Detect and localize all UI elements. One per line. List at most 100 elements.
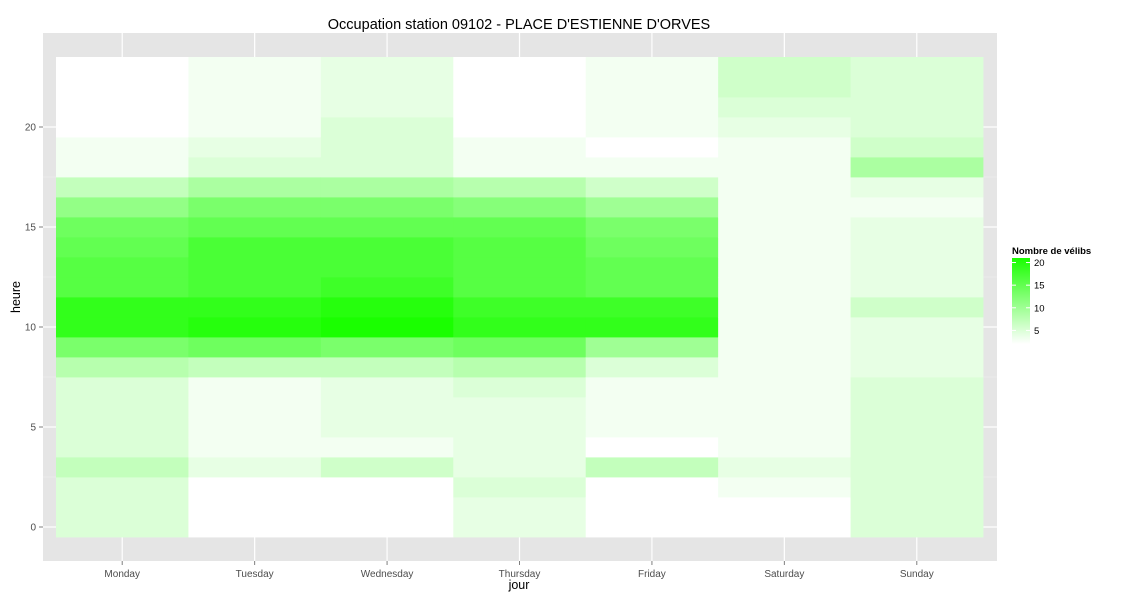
heatmap-cell bbox=[56, 77, 189, 98]
heatmap-cell bbox=[188, 457, 322, 478]
heatmap-cell bbox=[188, 237, 322, 258]
heatmap-cell bbox=[585, 437, 719, 458]
heatmap-cell bbox=[718, 197, 851, 218]
heatmap-cell bbox=[56, 117, 189, 138]
heatmap-cell bbox=[850, 297, 984, 318]
heatmap-cell bbox=[453, 177, 587, 198]
heatmap-cell bbox=[188, 257, 322, 278]
heatmap-cell bbox=[585, 157, 719, 178]
heatmap-cell bbox=[453, 397, 587, 418]
heatmap-cell bbox=[453, 497, 587, 518]
heatmap-cell bbox=[718, 177, 851, 198]
heatmap-cell bbox=[718, 117, 851, 138]
heatmap-cell bbox=[188, 117, 322, 138]
heatmap-cell bbox=[850, 317, 984, 338]
legend-colorbar bbox=[1012, 258, 1030, 344]
heatmap-cell bbox=[585, 337, 719, 358]
heatmap-cell bbox=[850, 237, 984, 258]
y-tick-label: 15 bbox=[25, 223, 37, 234]
legend-break-label: 15 bbox=[1034, 281, 1045, 292]
heatmap-cell bbox=[320, 457, 454, 478]
heatmap-cell bbox=[56, 437, 189, 458]
heatmap-cell bbox=[188, 397, 322, 418]
heatmap-cell bbox=[850, 457, 984, 478]
heatmap-cell bbox=[320, 437, 454, 458]
heatmap-cell bbox=[718, 337, 851, 358]
heatmap-cell bbox=[850, 257, 984, 278]
heatmap-cell bbox=[188, 437, 322, 458]
x-tick-label: Monday bbox=[104, 569, 140, 580]
heatmap-cell bbox=[850, 197, 984, 218]
heatmap-cell bbox=[320, 137, 454, 158]
heatmap-cell bbox=[56, 497, 189, 518]
y-tick-label: 0 bbox=[30, 523, 36, 534]
heatmap-cell bbox=[320, 357, 454, 378]
heatmap-cell bbox=[850, 137, 984, 158]
heatmap-cell bbox=[850, 437, 984, 458]
heatmap-cell bbox=[56, 57, 189, 78]
heatmap-cell bbox=[320, 337, 454, 358]
heatmap-cell bbox=[320, 177, 454, 198]
heatmap-cell bbox=[56, 277, 189, 298]
heatmap-cell bbox=[585, 237, 719, 258]
heatmap-cell bbox=[453, 437, 587, 458]
legend-break-label: 5 bbox=[1034, 326, 1039, 337]
heatmap-cell bbox=[320, 477, 454, 498]
heatmap-cell bbox=[850, 217, 984, 238]
heatmap-cell bbox=[320, 57, 454, 78]
heatmap-cell bbox=[453, 137, 587, 158]
heatmap-cell bbox=[585, 217, 719, 238]
heatmap-cell bbox=[718, 77, 851, 98]
heatmap-cell bbox=[56, 397, 189, 418]
heatmap-cell bbox=[320, 117, 454, 138]
heatmap-cell bbox=[850, 517, 984, 538]
heatmap-cell bbox=[188, 477, 322, 498]
heatmap-cell bbox=[453, 77, 587, 98]
heatmap-cell bbox=[56, 297, 189, 318]
heatmap-cell bbox=[320, 397, 454, 418]
heatmap-cell bbox=[850, 97, 984, 118]
heatmap-cell bbox=[188, 317, 322, 338]
heatmap-cell bbox=[585, 297, 719, 318]
heatmap-cell bbox=[56, 197, 189, 218]
heatmap-cell bbox=[585, 277, 719, 298]
heatmap-cell bbox=[453, 57, 587, 78]
heatmap-cell bbox=[188, 197, 322, 218]
heatmap-cell bbox=[718, 217, 851, 238]
heatmap-cell bbox=[320, 377, 454, 398]
heatmap-cell bbox=[188, 97, 322, 118]
heatmap-cell bbox=[320, 77, 454, 98]
heatmap-cell bbox=[56, 137, 189, 158]
heatmap-cell bbox=[320, 197, 454, 218]
heatmap-cell bbox=[718, 277, 851, 298]
heatmap-cell bbox=[850, 77, 984, 98]
heatmap-cell bbox=[188, 497, 322, 518]
heatmap-cell bbox=[188, 277, 322, 298]
heatmap-cell bbox=[188, 57, 322, 78]
heatmap-cell bbox=[453, 357, 587, 378]
heatmap-cell bbox=[718, 417, 851, 438]
heatmap-cell bbox=[850, 57, 984, 78]
heatmap-cell bbox=[453, 337, 587, 358]
heatmap-cell bbox=[188, 177, 322, 198]
heatmap-cell bbox=[585, 97, 719, 118]
heatmap-cell bbox=[453, 277, 587, 298]
heatmap-cell bbox=[188, 137, 322, 158]
heatmap-cell bbox=[320, 237, 454, 258]
heatmap-cell bbox=[850, 277, 984, 298]
heatmap-cell bbox=[56, 177, 189, 198]
heatmap-cell bbox=[56, 357, 189, 378]
chart-title: Occupation station 09102 - PLACE D'ESTIE… bbox=[328, 17, 710, 33]
x-tick-label: Wednesday bbox=[361, 569, 414, 580]
heatmap-cell bbox=[718, 517, 851, 538]
heatmap-cell bbox=[718, 297, 851, 318]
heatmap-cell bbox=[320, 317, 454, 338]
y-tick-label: 20 bbox=[25, 123, 37, 134]
heatmap-cell bbox=[453, 257, 587, 278]
heatmap-cell bbox=[718, 377, 851, 398]
heatmap-cell bbox=[850, 377, 984, 398]
heatmap-cell bbox=[850, 337, 984, 358]
heatmap-cell bbox=[56, 157, 189, 178]
x-axis: Monday Tuesday Wednesday Thursday Friday Satu… bbox=[104, 561, 934, 580]
